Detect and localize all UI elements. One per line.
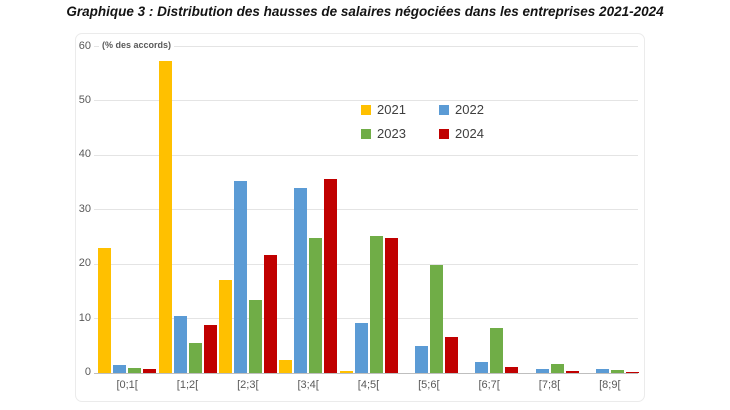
bar-2023-[8;9[: [610, 369, 624, 373]
y-tick-label-0: 0: [84, 366, 91, 378]
x-tick-label-0: [0;1[: [116, 379, 138, 391]
bar-2021-[3;4[: [279, 359, 293, 373]
legend-swatch-2021-icon: [361, 104, 371, 115]
bar-2024-[7;8[: [565, 370, 579, 373]
bar-2023-[4;5[: [369, 235, 383, 373]
bar-2022-[1;2[: [173, 315, 187, 373]
bar-2022-[8;9[: [595, 368, 609, 373]
x-axis-line: [94, 372, 638, 374]
bar-2024-[3;4[: [324, 178, 338, 373]
bar-2023-[0;1[: [128, 367, 142, 373]
bar-2023-[6;7[: [490, 327, 504, 373]
bar-2023-[5;6[: [429, 264, 443, 373]
bar-2022-[3;4[: [294, 187, 308, 373]
x-tick-label-5: [5;6[: [418, 379, 440, 391]
bar-2022-[7;8[: [535, 368, 549, 373]
chart-frame: (% des accords) 0 10 20 30 40 50 60 [0;1[ [1;2[…: [75, 33, 645, 402]
legend-item-2024: 2024: [439, 126, 517, 141]
x-tick-label-7: [7;8[: [538, 379, 561, 391]
bar-2022-[2;3[: [233, 180, 247, 373]
bar-2022-[4;5[: [354, 322, 368, 373]
legend: 2021 2022 2023 2024: [361, 102, 517, 141]
bar-2024-[6;7[: [505, 366, 519, 373]
bar-2024-[8;9[: [625, 371, 639, 373]
legend-swatch-2024-icon: [439, 128, 449, 139]
bar-2023-[1;2[: [188, 342, 202, 373]
y-tick-label-50: 50: [78, 93, 91, 106]
bar-2021-[1;2[: [158, 60, 172, 373]
bar-2024-[1;2[: [203, 324, 217, 373]
bar-2023-[7;8[: [550, 363, 564, 373]
legend-label-2021: 2021: [377, 102, 406, 117]
legend-label-2024: 2024: [455, 126, 484, 141]
y-axis-unit-note: (% des accords): [99, 40, 175, 50]
plot-area: (% des accords) 0 10 20 30 40 50 60 [0;1[ [1;2[…: [76, 34, 644, 401]
chart-title: Graphique 3 : Distribution des hausses d…: [66, 4, 664, 19]
bar-2024-[2;3[: [263, 254, 277, 373]
bar-2022-[6;7[: [475, 361, 489, 373]
bar-2021-[4;5[: [339, 370, 353, 373]
gridline-60: [94, 46, 638, 47]
x-tick-label-8: [8;9[: [599, 379, 621, 391]
bar-2024-[5;6[: [444, 336, 458, 373]
legend-item-2022: 2022: [439, 102, 517, 117]
bar-2023-[3;4[: [309, 237, 323, 373]
x-tick-label-3: [3;4[: [297, 379, 319, 391]
legend-item-2021: 2021: [361, 102, 439, 117]
x-tick-label-6: [6;7[: [478, 379, 500, 391]
gridline-50: [94, 100, 638, 102]
x-tick-label-1: [1;2[: [176, 379, 199, 391]
legend-item-2023: 2023: [361, 126, 439, 141]
legend-label-2023: 2023: [377, 126, 406, 141]
bar-2022-[5;6[: [414, 345, 428, 373]
bar-2024-[4;5[: [384, 237, 398, 373]
legend-swatch-2022-icon: [439, 104, 449, 115]
x-tick-label-2: [2;3[: [237, 379, 259, 391]
bar-2023-[2;3[: [248, 299, 262, 373]
bar-2021-[2;3[: [218, 279, 232, 373]
bar-2024-[0;1[: [143, 368, 157, 373]
gridline-30: [94, 209, 638, 211]
y-tick-label-20: 20: [78, 257, 91, 270]
y-tick-label-30: 30: [78, 202, 91, 215]
bar-2022-[0;1[: [113, 364, 127, 373]
y-tick-label-40: 40: [78, 148, 91, 161]
legend-swatch-2023-icon: [361, 128, 371, 139]
gridline-10: [94, 318, 638, 320]
x-tick-label-4: [4;5[: [357, 379, 380, 391]
gridline-20: [94, 263, 638, 265]
y-tick-label-10: 10: [78, 311, 91, 324]
legend-label-2022: 2022: [455, 102, 484, 117]
gridline-40: [94, 154, 638, 156]
bar-2021-[0;1[: [98, 247, 112, 373]
y-tick-label-60: 60: [78, 39, 91, 52]
